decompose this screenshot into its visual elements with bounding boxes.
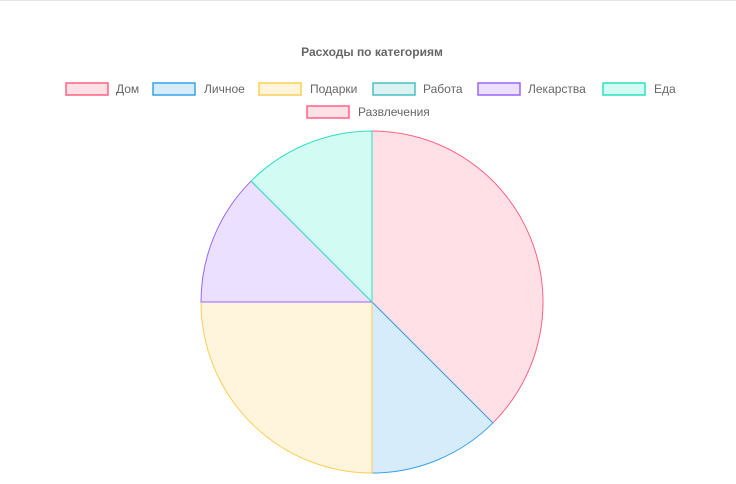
legend-swatch bbox=[65, 82, 109, 96]
legend-swatch bbox=[258, 82, 302, 96]
chart-title: Расходы по категориям bbox=[301, 45, 443, 59]
legend-label: Дом bbox=[116, 82, 139, 96]
legend-label: Лекарства bbox=[528, 82, 586, 96]
legend-swatch bbox=[152, 82, 196, 96]
pie-slices bbox=[200, 130, 544, 474]
pie-slice[interactable] bbox=[250, 130, 373, 303]
legend-swatch bbox=[306, 105, 350, 119]
legend-item[interactable]: Работа bbox=[372, 82, 463, 96]
pie-slice[interactable] bbox=[371, 301, 494, 474]
legend-label: Развлечения bbox=[358, 105, 430, 119]
legend-label: Работа bbox=[423, 82, 463, 96]
legend-swatch bbox=[477, 82, 521, 96]
legend-swatch bbox=[372, 82, 416, 96]
pie-slice[interactable] bbox=[371, 130, 544, 424]
pie-slice[interactable] bbox=[200, 301, 373, 474]
legend-item[interactable]: Личное bbox=[152, 82, 245, 96]
legend-swatch bbox=[602, 82, 646, 96]
legend-label: Еда bbox=[654, 82, 676, 96]
legend-item[interactable]: Развлечения bbox=[306, 105, 430, 119]
legend-item[interactable]: Дом bbox=[65, 82, 139, 96]
legend-item[interactable]: Лекарства bbox=[477, 82, 586, 96]
legend-item[interactable]: Еда bbox=[602, 82, 676, 96]
legend-item[interactable]: Подарки bbox=[258, 82, 357, 96]
legend: Дом Личное Подарки Работа Лекарства Еда Развле… bbox=[65, 82, 676, 119]
top-divider bbox=[0, 0, 736, 1]
pie-slice[interactable] bbox=[200, 180, 373, 303]
legend-label: Личное bbox=[204, 82, 245, 96]
legend-label: Подарки bbox=[310, 82, 357, 96]
